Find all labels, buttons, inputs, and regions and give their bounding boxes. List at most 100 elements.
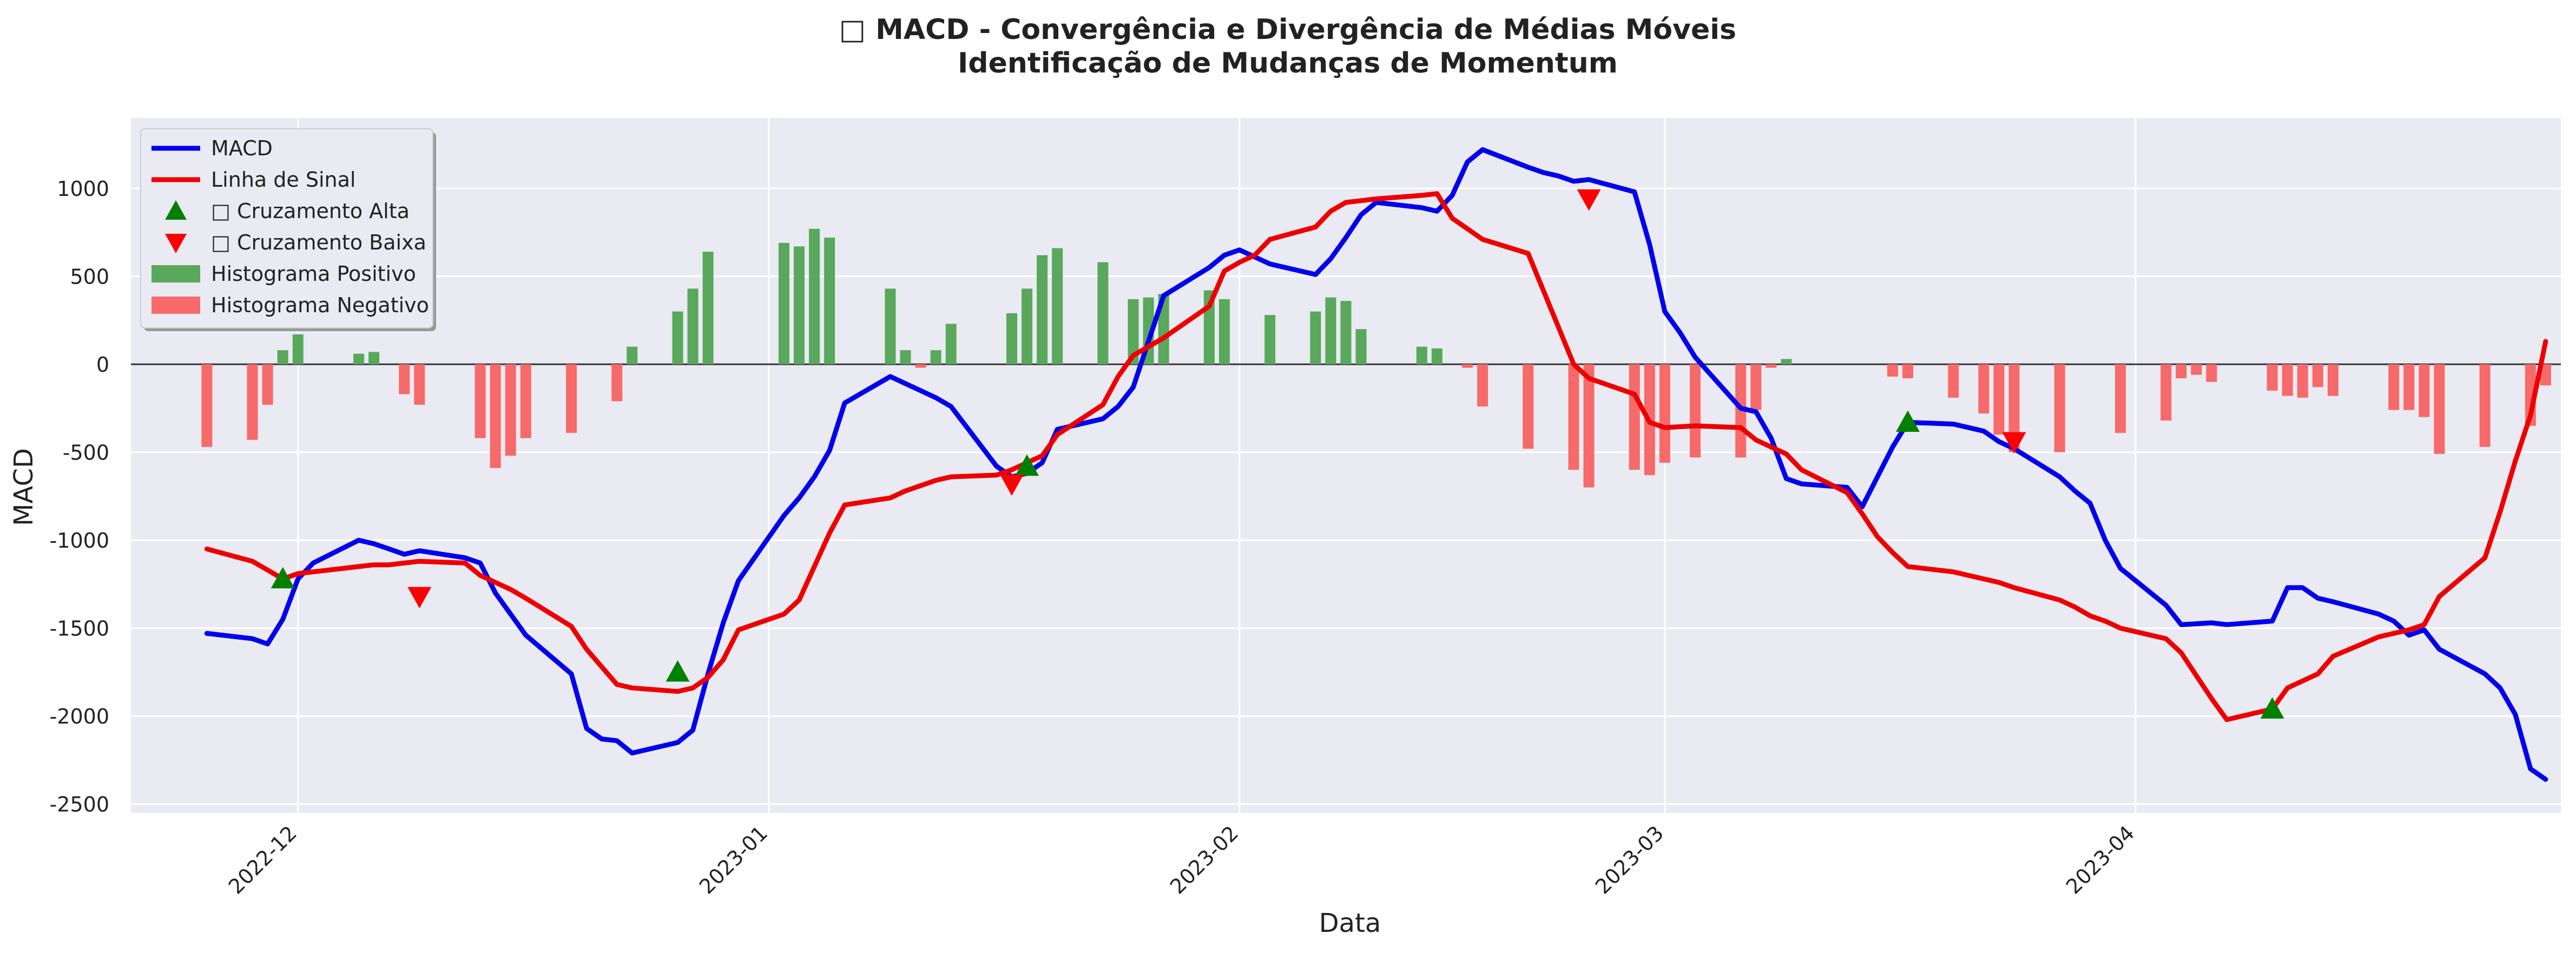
histogram-bar-positive (824, 238, 835, 365)
histogram-bar-negative (1690, 364, 1701, 458)
legend-label: Histograma Positivo (211, 262, 416, 286)
y-tick-label: -1500 (50, 617, 109, 641)
histogram-bar-positive (353, 353, 365, 365)
histogram-bar-positive (945, 324, 957, 365)
crossover-down-marker (1577, 189, 1601, 211)
histogram-bar-negative (247, 364, 258, 440)
histogram-bar-negative (1978, 364, 1989, 414)
histogram-bar-negative (399, 364, 410, 395)
histogram-bar-negative (2191, 364, 2202, 375)
histogram-bar-positive (778, 242, 789, 365)
crossover-up-marker (271, 567, 295, 589)
histogram-bar-negative (490, 364, 501, 468)
histogram-bar-negative (2419, 364, 2430, 417)
crossover-up-marker (1896, 410, 1920, 432)
histogram-bar-positive (277, 350, 288, 365)
histogram-bar-negative (1659, 364, 1670, 463)
histogram-bar-positive (672, 311, 683, 365)
histogram-bar-positive (809, 228, 820, 365)
histogram-bar-negative (1462, 364, 1473, 368)
histogram-bar-negative (1477, 364, 1488, 407)
histogram-bar-negative (915, 364, 926, 368)
legend-label: MACD (211, 136, 273, 160)
histogram-bar-negative (2115, 364, 2126, 433)
crossover-down-marker (407, 587, 432, 609)
histogram-bar-negative (1887, 364, 1898, 377)
histogram-bar-positive (885, 288, 896, 365)
histogram-bar-positive (1128, 299, 1139, 365)
histogram-bar-positive (702, 252, 714, 365)
histogram-bar-positive (794, 246, 805, 365)
histogram-bar-positive (930, 350, 941, 365)
histogram-bar-negative (520, 364, 531, 438)
histogram-bar-positive (292, 334, 304, 365)
histogram-bar-negative (2206, 364, 2217, 382)
legend-label: Linha de Sinal (211, 168, 355, 192)
histogram-bar-negative (1629, 364, 1640, 470)
legend-swatch (151, 265, 200, 282)
histogram-bar-negative (1583, 364, 1595, 488)
legend-label: Histograma Negativo (211, 293, 429, 317)
histogram-bar-negative (2479, 364, 2491, 447)
histogram-bar-negative (611, 364, 623, 402)
crossover-down-marker (999, 474, 1024, 496)
histogram-bar-positive (1052, 248, 1063, 365)
crossover-up-marker (2260, 697, 2284, 719)
histogram-bar-positive (627, 346, 638, 365)
histogram-bar-positive (1431, 348, 1442, 365)
x-axis-label: Data (1319, 908, 1381, 938)
y-tick-label: -2500 (50, 793, 109, 817)
chart-title: □ MACD - Convergência e Divergência de M… (839, 14, 1736, 46)
series-lines (204, 147, 2548, 782)
histogram-bar-positive (1310, 311, 1321, 365)
histogram-bar-negative (2297, 364, 2308, 398)
y-axis: 1000 500 0 -500 -1000 -1500 -2000 -2500 (50, 177, 109, 817)
legend-label: □ Cruzamento Baixa (211, 231, 426, 254)
histogram-bar-negative (1993, 364, 2005, 435)
histogram-bar-positive (900, 350, 911, 365)
histogram-bar-negative (1735, 364, 1747, 458)
legend-swatch (165, 200, 187, 220)
grid-lines (131, 118, 2561, 813)
histogram-bar-positive (1218, 299, 1230, 365)
histogram-bar-negative (1765, 364, 1777, 368)
histogram-bar-negative (2176, 364, 2187, 379)
histogram-bar-positive (1006, 313, 1017, 365)
histogram-bar-negative (2540, 364, 2551, 386)
y-tick-label: -500 (63, 441, 109, 465)
histogram-bar-positive (687, 288, 699, 365)
y-axis-label: MACD (9, 448, 39, 526)
histogram-bar-negative (2312, 364, 2323, 387)
crossover-down-marker (2002, 432, 2026, 454)
y-tick-label: 0 (96, 353, 109, 377)
chart-subtitle: Identificação de Mudanças de Momentum (958, 47, 1618, 80)
histogram-bar-positive (1325, 297, 1336, 365)
histogram-bar-negative (262, 364, 273, 405)
histogram-bar-negative (2388, 364, 2400, 410)
histogram-bar-positive (1416, 346, 1427, 365)
histogram-bar-positive (1022, 288, 1033, 365)
histogram-bar-negative (2403, 364, 2415, 410)
macd-line (204, 147, 2548, 782)
histogram-bar-positive (1264, 315, 1276, 365)
crossover-markers (271, 189, 2284, 719)
y-tick-label: 1000 (57, 177, 109, 201)
histogram-bar-negative (2160, 364, 2172, 421)
histogram-bar-positive (1097, 262, 1109, 365)
histogram-bar-negative (1948, 364, 1959, 398)
legend-box (140, 128, 433, 328)
histogram-bar-negative (1750, 364, 1762, 410)
histogram-bar-negative (2327, 364, 2338, 396)
histogram-bar-negative (2267, 364, 2278, 391)
histogram-bars (201, 228, 2551, 488)
histogram-bar-negative (1523, 364, 1534, 449)
histogram-bar-positive (1781, 359, 1792, 365)
histogram-bar-negative (565, 364, 577, 433)
histogram-bar-negative (2434, 364, 2445, 454)
crossover-up-marker (666, 660, 690, 682)
signal-line (204, 191, 2548, 722)
legend-swatch (165, 234, 187, 253)
legend-label: □ Cruzamento Alta (211, 199, 410, 223)
legend: MACD Linha de Sinal □ Cruzamento Alta □ Cru… (140, 128, 436, 331)
